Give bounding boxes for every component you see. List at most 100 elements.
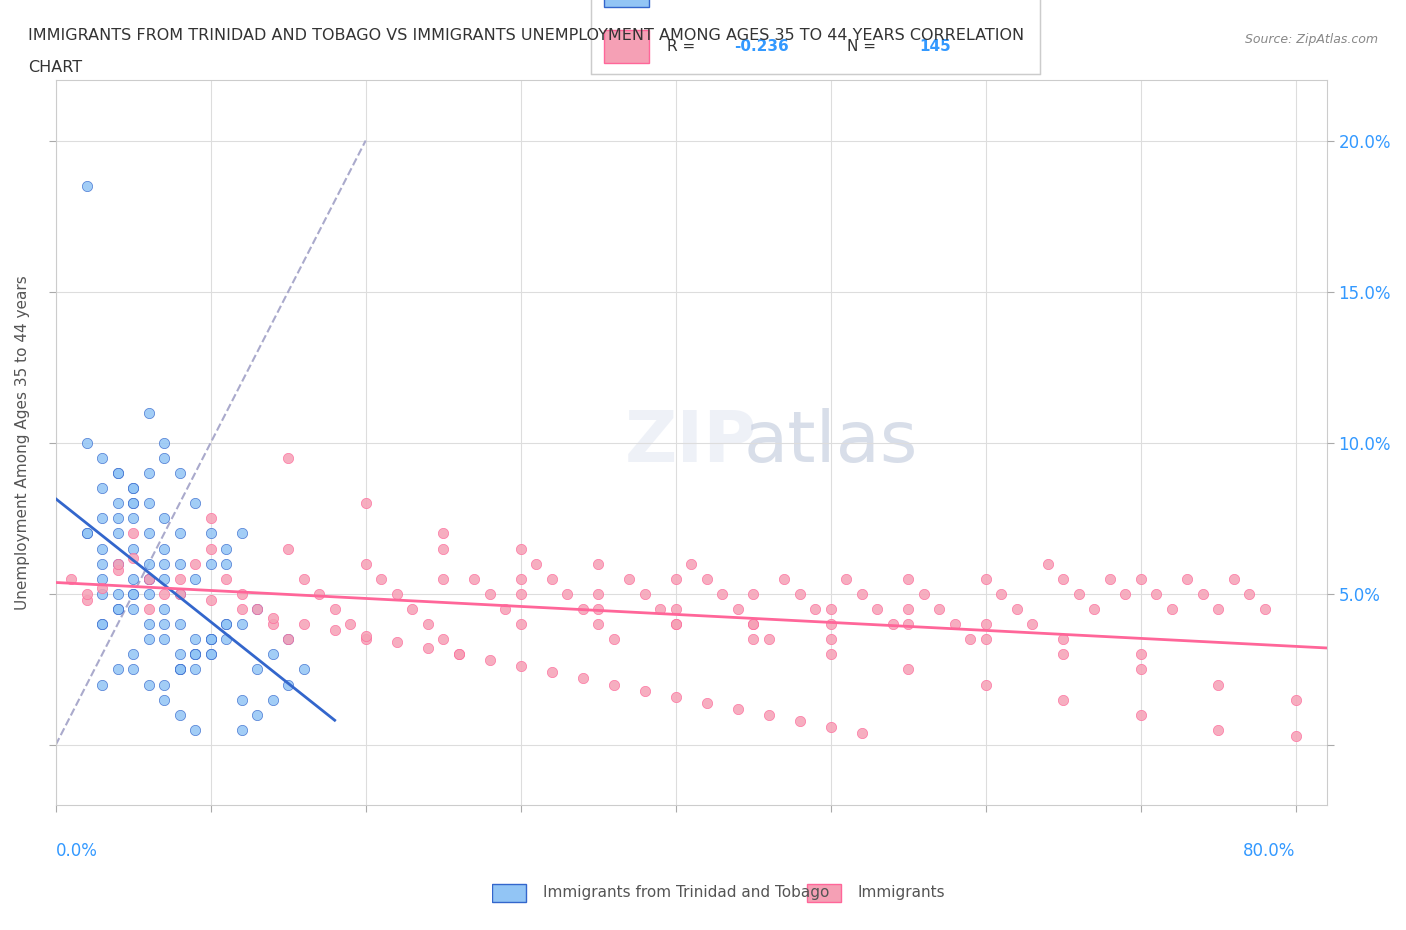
Point: [1206, 723, 1229, 737]
Point: [200, 647, 222, 662]
Point: [231, 587, 253, 602]
Point: [231, 692, 253, 707]
Text: IMMIGRANTS FROM TRINIDAD AND TOBAGO VS IMMIGRANTS UNEMPLOYMENT AMONG AGES 35 TO : IMMIGRANTS FROM TRINIDAD AND TOBAGO VS I…: [28, 28, 1024, 43]
Point: [91, 511, 114, 525]
Point: [323, 602, 346, 617]
Point: [153, 587, 176, 602]
Point: [1052, 571, 1074, 586]
Point: [200, 647, 222, 662]
Point: [262, 611, 284, 626]
Point: [509, 659, 531, 674]
Point: [215, 571, 238, 586]
FancyBboxPatch shape: [492, 884, 526, 902]
Point: [76, 435, 98, 450]
Point: [509, 587, 531, 602]
Point: [928, 602, 950, 617]
Point: [184, 571, 207, 586]
Point: [650, 602, 672, 617]
Point: [882, 617, 904, 631]
Point: [897, 602, 920, 617]
Point: [696, 696, 718, 711]
Point: [184, 496, 207, 511]
Point: [1206, 602, 1229, 617]
Point: [215, 541, 238, 556]
Point: [974, 617, 997, 631]
Point: [200, 631, 222, 646]
Point: [681, 556, 703, 571]
Point: [1285, 728, 1308, 743]
Point: [277, 541, 299, 556]
Point: [665, 617, 688, 631]
Point: [773, 571, 796, 586]
Point: [1129, 571, 1152, 586]
Point: [262, 647, 284, 662]
Point: [215, 617, 238, 631]
Point: [153, 435, 176, 450]
Point: [200, 526, 222, 541]
Point: [463, 571, 485, 586]
Point: [91, 587, 114, 602]
Point: [107, 511, 129, 525]
Point: [354, 629, 377, 644]
Point: [820, 602, 842, 617]
Point: [509, 541, 531, 556]
Point: [897, 662, 920, 677]
Point: [184, 723, 207, 737]
Point: [1206, 677, 1229, 692]
Point: [789, 713, 811, 728]
Point: [169, 662, 191, 677]
Point: [153, 692, 176, 707]
Point: [292, 571, 315, 586]
Point: [138, 587, 160, 602]
Point: [742, 617, 765, 631]
Text: Immigrants: Immigrants: [858, 885, 945, 900]
Point: [200, 592, 222, 607]
Point: [153, 556, 176, 571]
Point: [959, 631, 981, 646]
Point: [1253, 602, 1275, 617]
Point: [943, 617, 966, 631]
Point: [169, 708, 191, 723]
Point: [200, 541, 222, 556]
Point: [91, 450, 114, 465]
Point: [138, 677, 160, 692]
Point: [1129, 708, 1152, 723]
Point: [277, 631, 299, 646]
Point: [76, 587, 98, 602]
Point: [711, 587, 734, 602]
Point: [820, 617, 842, 631]
Point: [153, 631, 176, 646]
Point: [107, 587, 129, 602]
Point: [231, 602, 253, 617]
Point: [153, 450, 176, 465]
Point: [432, 541, 454, 556]
Point: [107, 602, 129, 617]
Text: atlas: atlas: [744, 408, 918, 477]
Point: [246, 602, 269, 617]
Point: [138, 496, 160, 511]
Point: [91, 677, 114, 692]
Point: [91, 541, 114, 556]
Point: [138, 617, 160, 631]
Point: [1005, 602, 1028, 617]
Point: [974, 677, 997, 692]
Point: [76, 179, 98, 193]
Point: [974, 571, 997, 586]
Point: [1237, 587, 1260, 602]
Point: [91, 617, 114, 631]
FancyBboxPatch shape: [605, 0, 650, 7]
Point: [91, 556, 114, 571]
Point: [897, 571, 920, 586]
Point: [122, 647, 145, 662]
Point: [153, 511, 176, 525]
Text: 0.0%: 0.0%: [56, 842, 97, 859]
Y-axis label: Unemployment Among Ages 35 to 44 years: Unemployment Among Ages 35 to 44 years: [15, 275, 30, 610]
Point: [153, 602, 176, 617]
Point: [354, 556, 377, 571]
Point: [76, 592, 98, 607]
Point: [200, 631, 222, 646]
Point: [169, 526, 191, 541]
FancyBboxPatch shape: [605, 30, 650, 63]
Point: [138, 556, 160, 571]
Point: [1098, 571, 1121, 586]
